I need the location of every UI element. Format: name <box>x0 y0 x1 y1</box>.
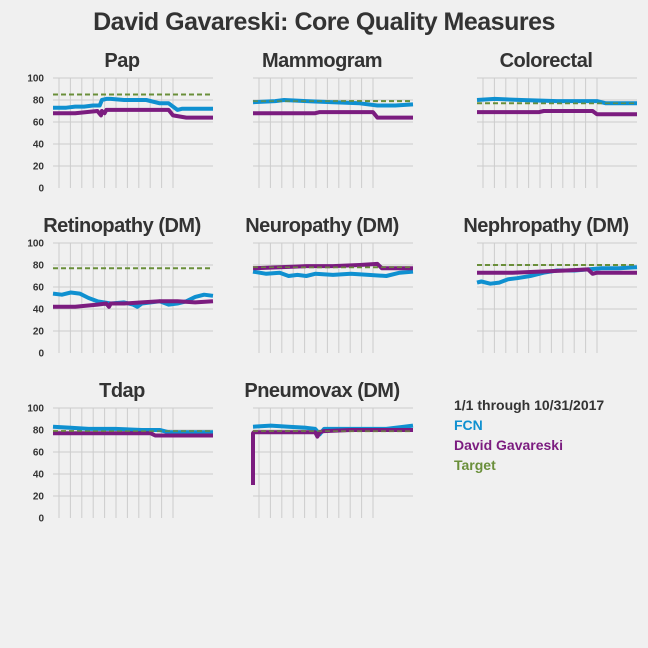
y-tick-label: 80 <box>33 96 45 107</box>
fcn-series-line <box>52 424 213 435</box>
chart-title: Retinopathy (DM) <box>43 215 201 237</box>
chart-title: Neuropathy (DM) <box>245 215 399 237</box>
fcn-series-line <box>476 265 638 286</box>
y-tick-label: 40 <box>33 470 45 481</box>
y-tick-label: 40 <box>33 140 45 151</box>
y-tick-label: 20 <box>33 327 45 338</box>
y-tick-label: 20 <box>33 492 45 503</box>
y-tick-label: 0 <box>38 349 44 360</box>
chart-plot: 0 20 40 60 80 100 <box>27 239 214 360</box>
legend-item-fcn: FCN <box>454 417 483 433</box>
chart-title: Pneumovax (DM) <box>244 380 400 402</box>
y-tick-label: 60 <box>33 118 45 129</box>
chart-plot: 0 20 40 60 80 100 <box>27 74 213 195</box>
y-tick-label: 100 <box>27 404 44 415</box>
chart-plot <box>476 77 637 188</box>
legend: 1/1 through 10/31/2017 FCN David Gavares… <box>454 395 604 475</box>
chart-title: Tdap <box>99 380 145 402</box>
chart-plot <box>251 407 414 518</box>
chart-panel: Pneumovax (DM) <box>222 380 422 540</box>
y-tick-label: 80 <box>33 426 45 437</box>
provider-series-line <box>53 299 214 309</box>
y-tick-label: 0 <box>38 514 44 525</box>
provider-series-line <box>253 110 413 120</box>
page-title: David Gavareski: Core Quality Measures <box>93 8 555 36</box>
chart-plot <box>252 77 414 188</box>
provider-series-line <box>53 107 213 120</box>
provider-series-line <box>477 267 637 276</box>
chart-plot <box>476 242 638 353</box>
provider-series-line <box>477 109 637 117</box>
y-tick-label: 60 <box>33 448 45 459</box>
chart-panel: Neuropathy (DM) <box>222 215 422 375</box>
chart-title: Colorectal <box>499 50 593 72</box>
chart-title: Mammogram <box>262 50 382 72</box>
y-tick-label: 40 <box>33 305 45 316</box>
y-tick-label: 80 <box>33 261 45 272</box>
chart-panel: Mammogram <box>222 50 422 210</box>
y-tick-label: 0 <box>38 184 44 195</box>
chart-plot <box>252 242 414 353</box>
chart-panel: Tdap 0 20 40 60 80 100 <box>22 380 222 540</box>
y-tick-label: 20 <box>33 162 45 173</box>
chart-panel: Retinopathy (DM) 0 20 40 60 80 100 <box>22 215 222 375</box>
legend-item-provider: David Gavareski <box>454 437 563 453</box>
chart-title: Nephropathy (DM) <box>463 215 629 237</box>
provider-series-line <box>251 428 413 485</box>
y-tick-label: 100 <box>27 74 44 85</box>
provider-series-line <box>53 431 213 438</box>
legend-date-range: 1/1 through 10/31/2017 <box>454 397 605 413</box>
chart-panel: Pap 0 20 40 60 80 100 <box>22 50 222 210</box>
y-tick-label: 100 <box>27 239 44 250</box>
chart-panel: Colorectal <box>446 50 646 210</box>
fcn-series-line <box>252 269 414 278</box>
legend-item-target: Target <box>454 457 496 473</box>
y-tick-label: 60 <box>33 283 45 294</box>
chart-plot: 0 20 40 60 80 100 <box>27 404 213 525</box>
chart-panel: Nephropathy (DM) <box>446 215 646 375</box>
chart-title: Pap <box>104 50 140 72</box>
fcn-series-line <box>53 96 213 112</box>
